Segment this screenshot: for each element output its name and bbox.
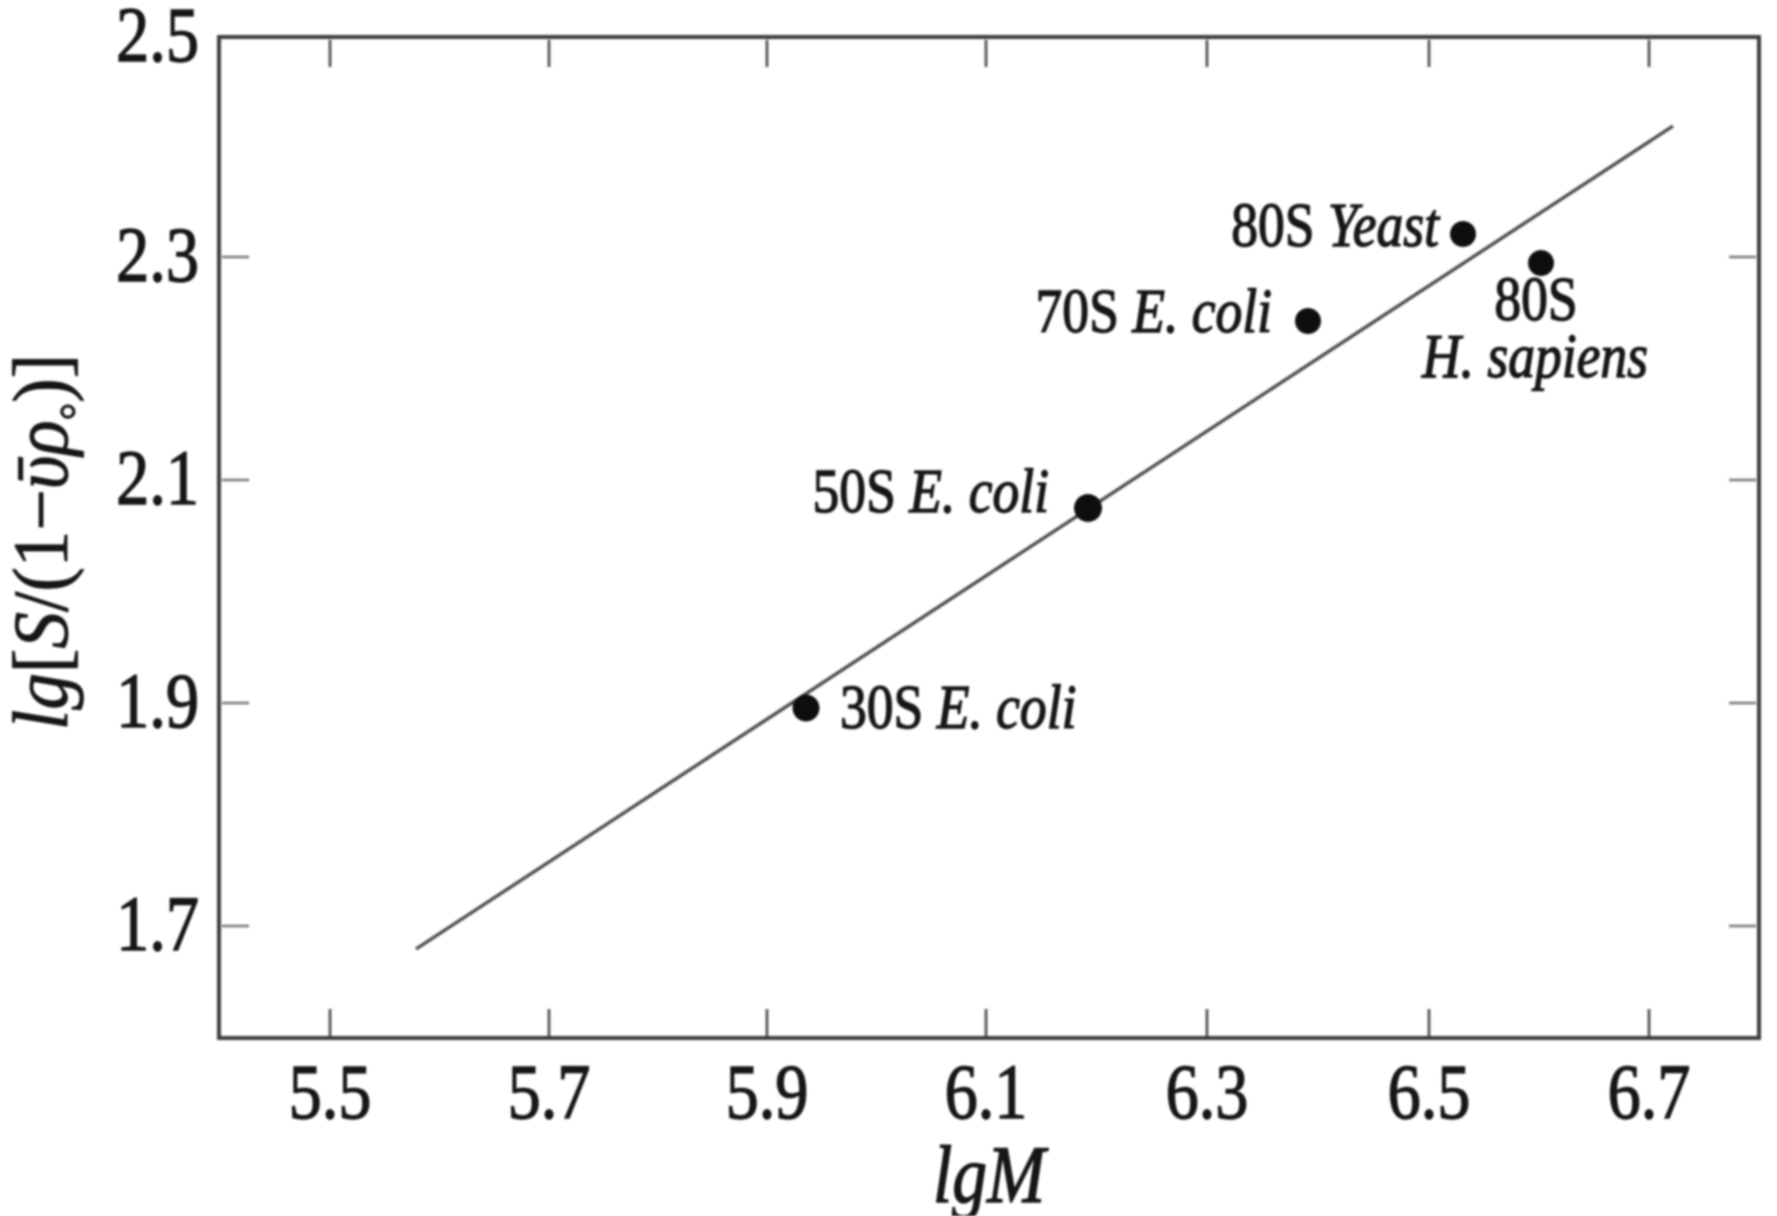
svg-text:2.5: 2.5 [116,0,199,78]
svg-text:H. sapiens: H. sapiens [1421,321,1648,391]
svg-text:80S Yeast: 80S Yeast [1231,190,1440,260]
svg-text:6.1: 6.1 [945,1049,1028,1135]
svg-text:2.1: 2.1 [116,435,199,521]
svg-text:5.9: 5.9 [726,1049,809,1135]
svg-text:70S E. coli: 70S E. coli [1036,276,1272,346]
svg-text:6.5: 6.5 [1388,1049,1471,1135]
svg-text:50S E. coli: 50S E. coli [813,456,1049,526]
svg-text:5.7: 5.7 [508,1049,591,1135]
svg-text:80S: 80S [1494,264,1577,334]
svg-text:lgM: lgM [933,1130,1049,1216]
svg-text:1.9: 1.9 [116,658,199,744]
svg-text:lg[S/(1−ῡρ°)]: lg[S/(1−ῡρ°)] [0,354,102,730]
svg-text:2.3: 2.3 [116,212,199,298]
svg-text:6.7: 6.7 [1608,1049,1691,1135]
svg-text:5.5: 5.5 [289,1049,372,1135]
svg-text:30S E. coli: 30S E. coli [840,672,1076,742]
svg-text:6.3: 6.3 [1166,1049,1249,1135]
svg-text:1.7: 1.7 [116,881,199,967]
